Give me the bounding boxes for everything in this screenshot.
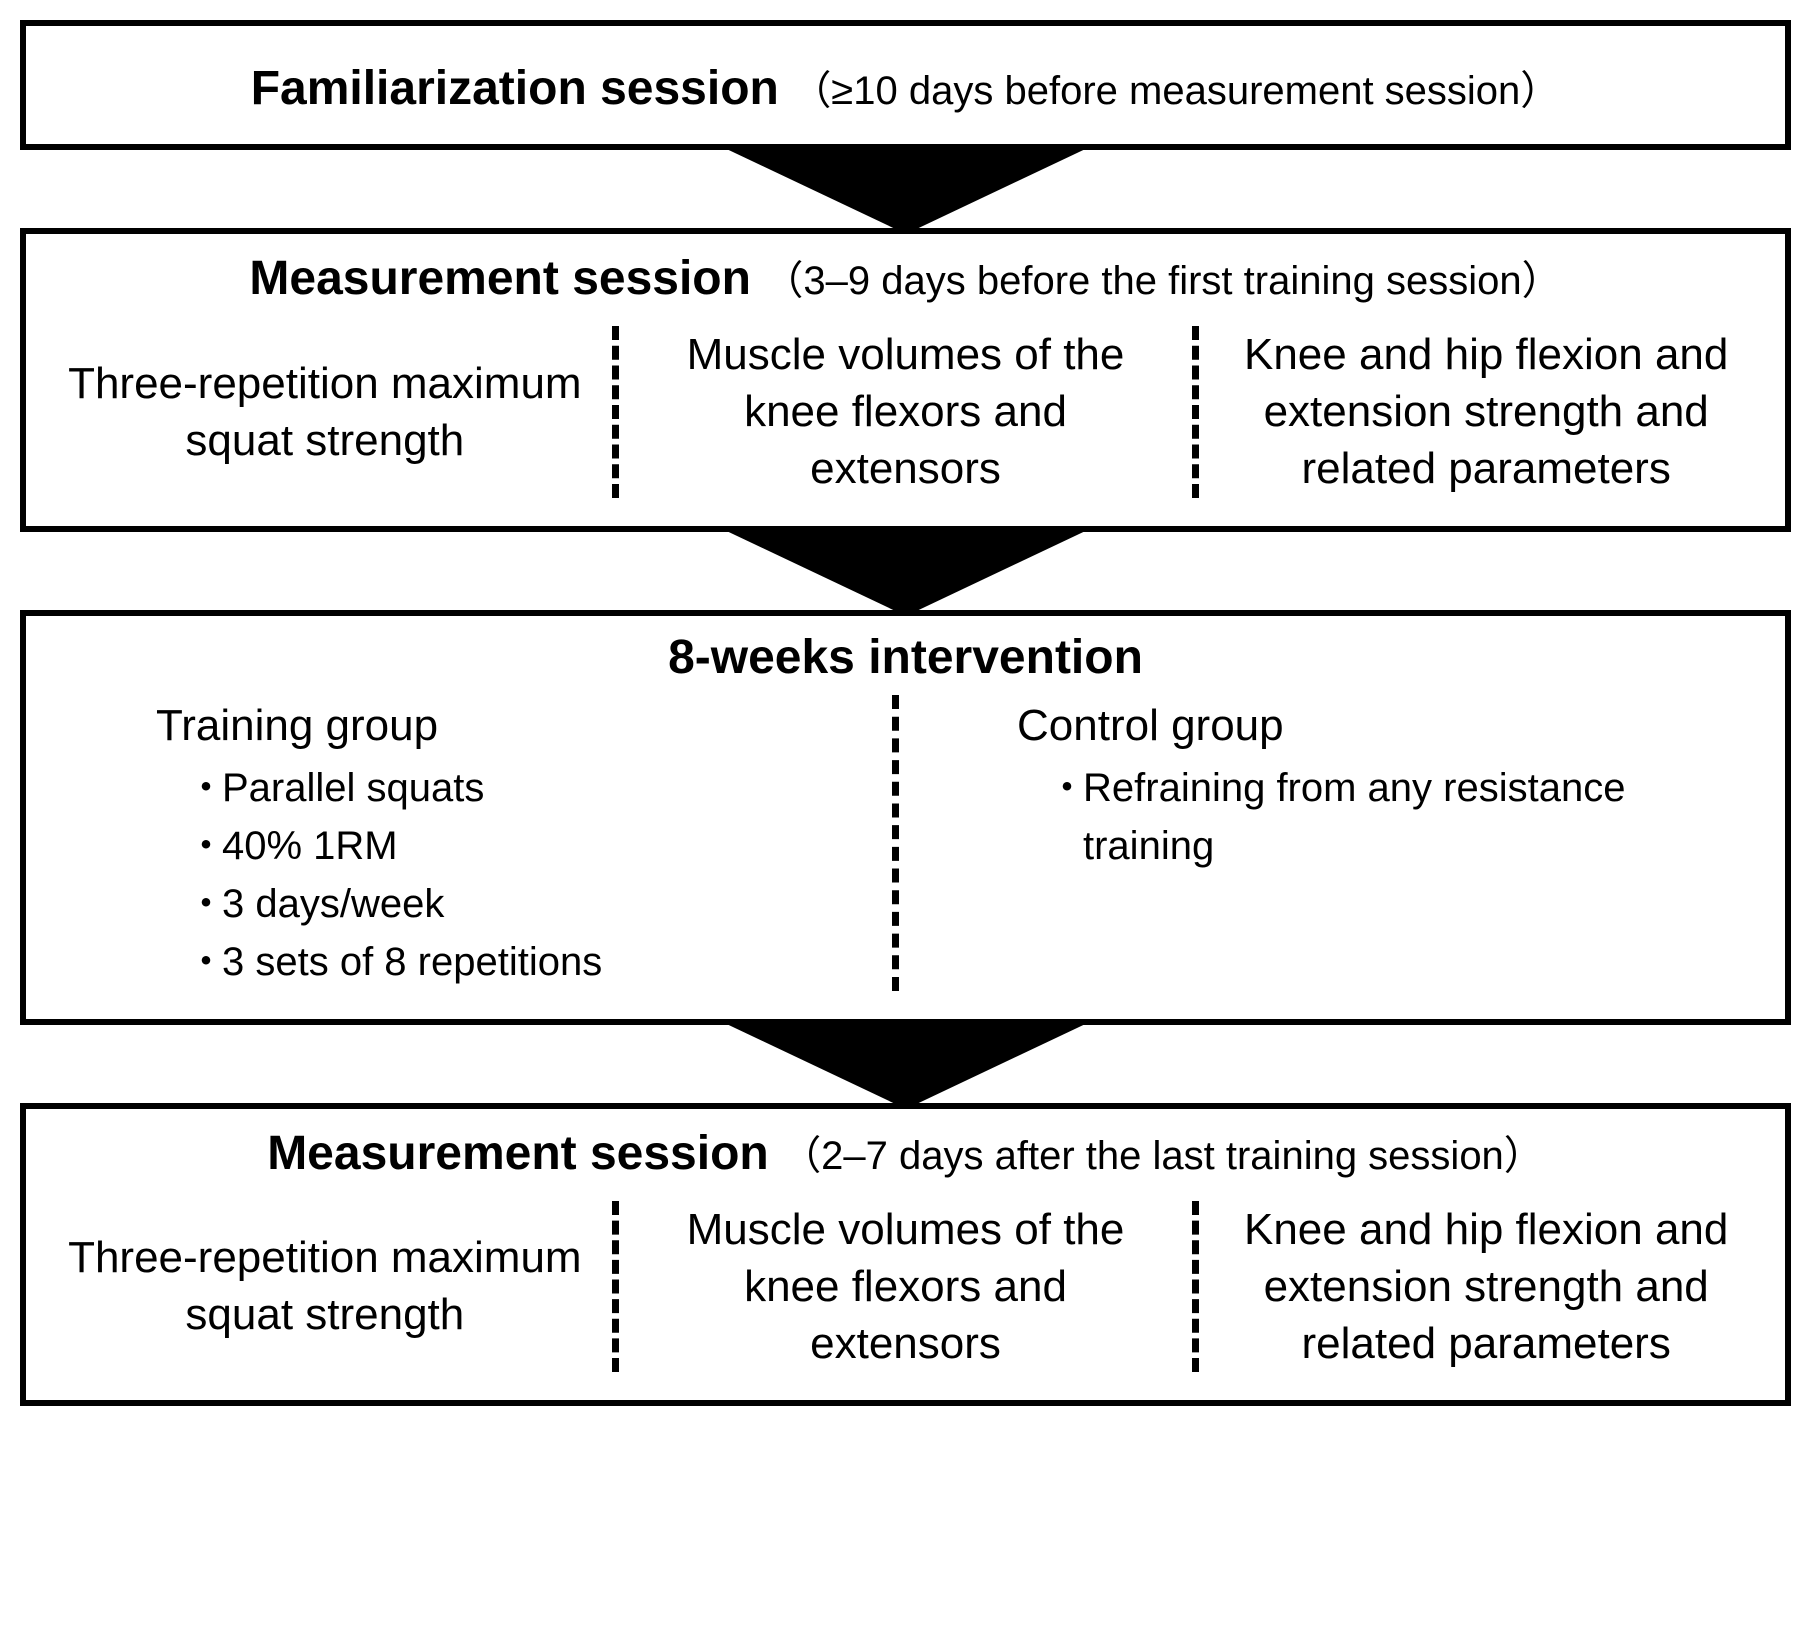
intervention-title: 8-weeks intervention <box>668 631 1143 684</box>
training-group-label: Training group <box>156 701 844 751</box>
control-group: Control group Refraining from any resist… <box>907 695 1745 991</box>
measurement2-columns: Three-repetition maximum squat strength … <box>26 1191 1785 1401</box>
flowchart: Familiarization session （≥10 days before… <box>20 20 1791 1406</box>
divider-dashed <box>892 695 899 991</box>
measurement1-subtitle: （3–9 days before the first training sess… <box>763 259 1561 303</box>
intervention-box: 8-weeks intervention Training group Para… <box>20 610 1791 1025</box>
arrow-3 <box>20 1019 1791 1109</box>
down-arrow-icon <box>716 526 1096 616</box>
list-item: 40% 1RM <box>186 817 844 875</box>
measurement1-header: Measurement session （3–9 days before the… <box>26 234 1785 316</box>
measurement1-col3: Knee and hip flexion and extension stren… <box>1207 326 1765 498</box>
measurement1-box: Measurement session （3–9 days before the… <box>20 228 1791 532</box>
divider-dashed <box>1192 1201 1199 1373</box>
training-bullets: Parallel squats 40% 1RM 3 days/week 3 se… <box>156 759 844 991</box>
familiarization-header: Familiarization session （≥10 days before… <box>46 44 1765 126</box>
measurement2-col2: Muscle volumes of the knee flexors and e… <box>627 1201 1185 1373</box>
measurement1-col2: Muscle volumes of the knee flexors and e… <box>627 326 1185 498</box>
control-group-label: Control group <box>1017 701 1705 751</box>
list-item: Refraining from any resistance training <box>1047 759 1705 875</box>
familiarization-box: Familiarization session （≥10 days before… <box>20 20 1791 150</box>
divider-dashed <box>612 326 619 498</box>
familiarization-subtitle: （≥10 days before measurement session） <box>791 69 1560 113</box>
measurement2-col1: Three-repetition maximum squat strength <box>46 1201 604 1373</box>
arrow-2 <box>20 526 1791 616</box>
intervention-body: Training group Parallel squats 40% 1RM 3… <box>26 695 1785 1019</box>
measurement1-col1: Three-repetition maximum squat strength <box>46 326 604 498</box>
down-arrow-icon <box>716 1019 1096 1109</box>
down-arrow-icon <box>716 144 1096 234</box>
list-item: 3 sets of 8 repetitions <box>186 933 844 991</box>
measurement1-columns: Three-repetition maximum squat strength … <box>26 316 1785 526</box>
arrow-1 <box>20 144 1791 234</box>
training-group: Training group Parallel squats 40% 1RM 3… <box>66 695 884 991</box>
measurement2-box: Measurement session （2–7 days after the … <box>20 1103 1791 1407</box>
divider-dashed <box>1192 326 1199 498</box>
measurement2-col3: Knee and hip flexion and extension stren… <box>1207 1201 1765 1373</box>
intervention-header: 8-weeks intervention <box>26 616 1785 695</box>
measurement2-title: Measurement session <box>267 1127 769 1180</box>
divider-dashed <box>612 1201 619 1373</box>
measurement2-subtitle: （2–7 days after the last training sessio… <box>781 1134 1544 1178</box>
measurement1-title: Measurement session <box>249 252 751 305</box>
control-bullets: Refraining from any resistance training <box>1017 759 1705 875</box>
list-item: Parallel squats <box>186 759 844 817</box>
measurement2-header: Measurement session （2–7 days after the … <box>26 1109 1785 1191</box>
list-item: 3 days/week <box>186 875 844 933</box>
familiarization-title: Familiarization session <box>251 62 779 115</box>
